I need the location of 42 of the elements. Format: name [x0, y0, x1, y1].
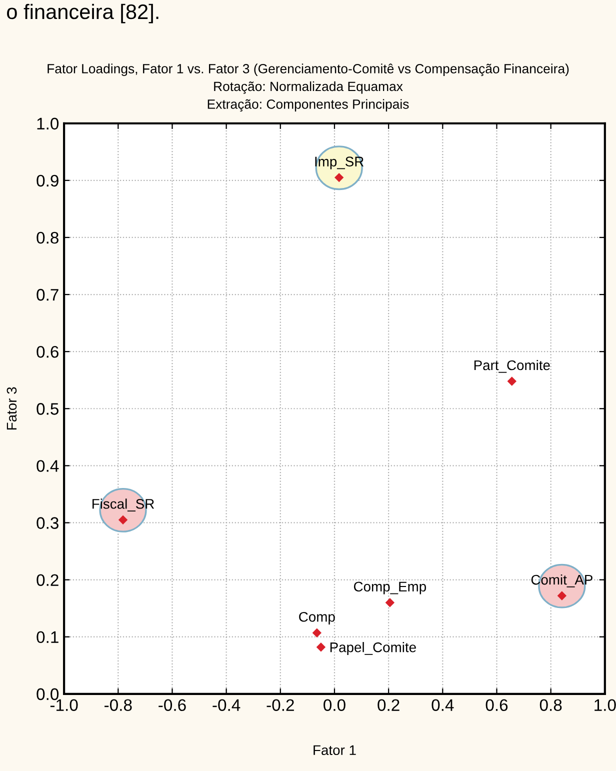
annotation: Imp_SR — [315, 156, 364, 170]
y-tick-label: 0.7 — [36, 288, 58, 301]
y-tick-label: 0.1 — [36, 631, 58, 644]
y-tick-label: 1.0 — [37, 118, 59, 130]
chart-subtitle: Rotação: Normalizada Equamax — [214, 81, 403, 94]
annotation: Fiscal_SR — [92, 498, 154, 512]
y-tick-label: 0.2 — [36, 574, 58, 586]
text: Extração: Componentes Principais — [208, 99, 409, 112]
annotation: Part_Comite — [474, 360, 550, 373]
x-tick-label: 1.0 — [594, 699, 616, 712]
point — [316, 642, 326, 652]
annotation: Comp — [299, 612, 335, 625]
point — [557, 591, 567, 600]
y-tick-label: 0.0 — [36, 688, 59, 700]
x-tick-label: -0.2 — [266, 699, 294, 712]
annotation: Papel_Comite — [330, 642, 416, 655]
y-tick-label: 0.9 — [36, 174, 58, 187]
y-tick-label: 0.3 — [36, 517, 58, 529]
y-tick-label: 0.4 — [36, 460, 59, 472]
y-axis-title: Fator 3 — [6, 387, 17, 430]
x-tick-label: -0.6 — [158, 699, 186, 712]
y-tick-label: 0.5 — [36, 403, 59, 415]
point — [507, 376, 516, 386]
x-tick-label: -0.4 — [212, 699, 240, 712]
point — [334, 172, 344, 182]
y-tick-label: 0.6 — [36, 346, 58, 358]
text: o financeira [82]. — [7, 4, 158, 24]
x-tick-label: -0.8 — [104, 699, 132, 712]
point — [118, 515, 128, 524]
chart-title: Fator Loadings, Fator 1 vs. Fator 3 (Gerenciamento-Comitê vs Compensação Financeira) — [48, 64, 569, 76]
point — [385, 598, 395, 608]
x-tick-label: 0.4 — [432, 699, 454, 712]
x-tick-label: 0.0 — [324, 699, 346, 712]
x-tick-label: 0.8 — [540, 699, 562, 712]
point — [312, 628, 322, 638]
x-tick-label: 0.6 — [486, 699, 508, 712]
annotation: Comp_Emp — [354, 582, 426, 594]
y-tick-label: 0.8 — [36, 232, 58, 244]
annotation: Comit_AP — [531, 574, 592, 588]
x-tick-label: 0.2 — [378, 699, 400, 712]
x-axis-title: Fator 1 — [314, 745, 356, 756]
x-tick-label: -1.0 — [50, 699, 78, 712]
